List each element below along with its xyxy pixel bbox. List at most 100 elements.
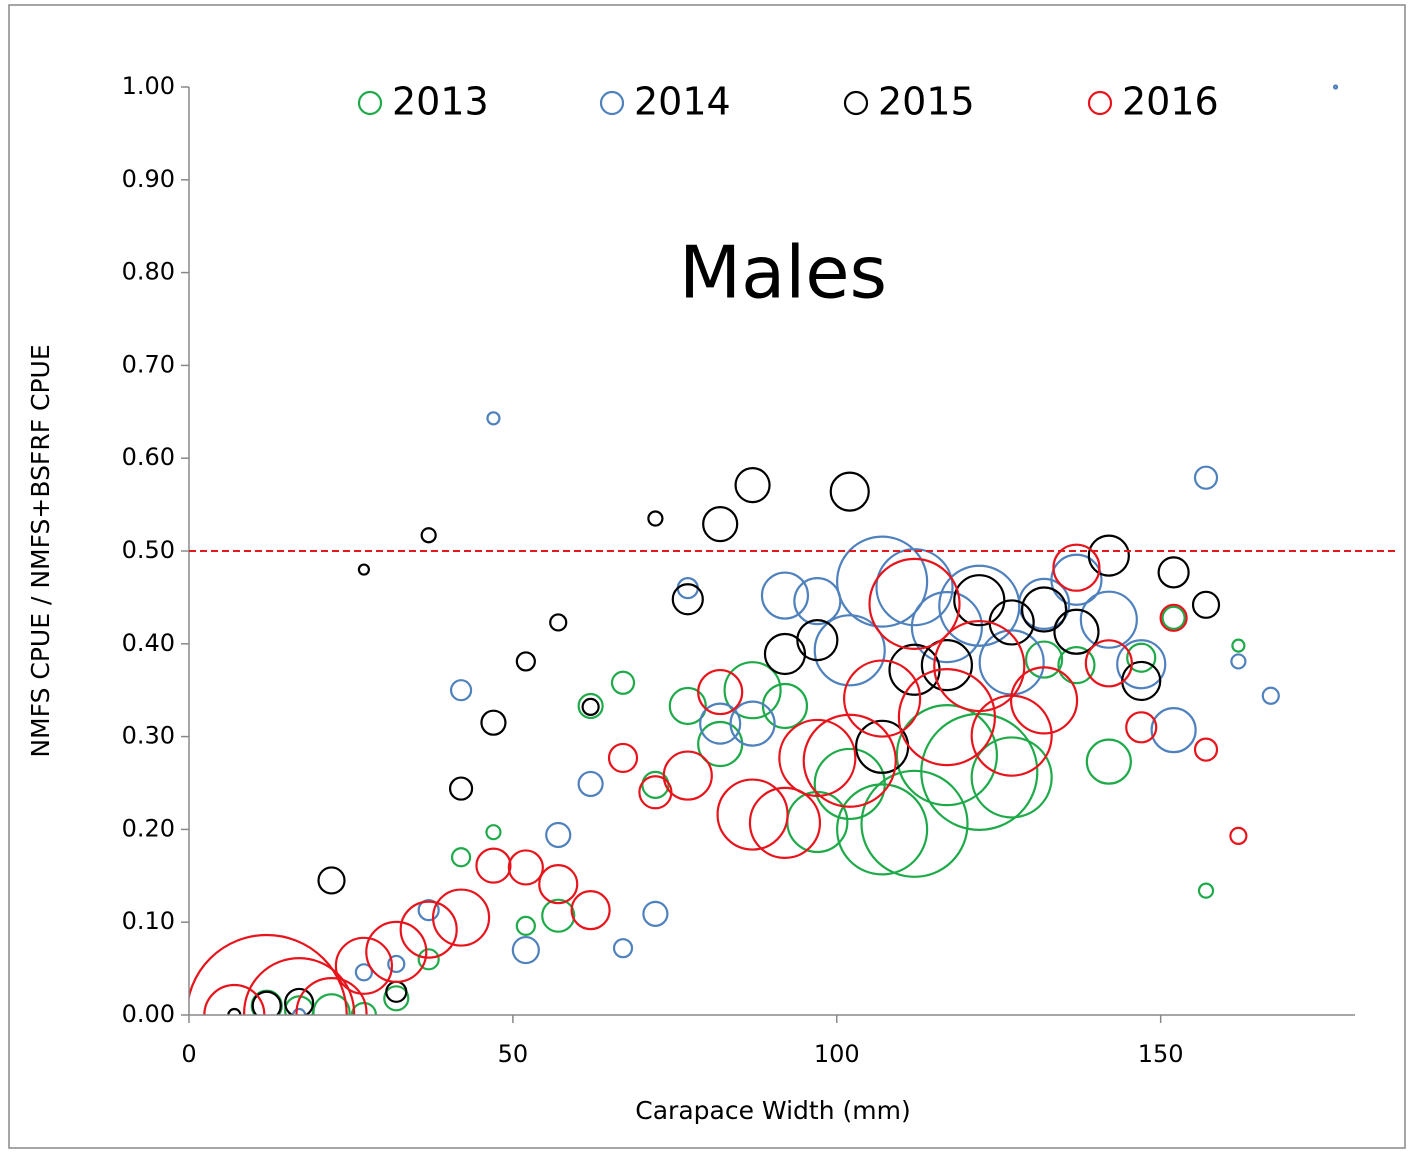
bubble (1024, 640, 1064, 679)
bubble (734, 467, 771, 504)
legend-label: 2013 (392, 80, 489, 124)
bubble (970, 736, 1053, 819)
bubble (875, 548, 954, 627)
bubble (668, 686, 707, 726)
y-tick-label: 0.20 (122, 814, 175, 842)
bubble (1230, 653, 1247, 670)
y-tick-label: 0.10 (122, 907, 175, 935)
y-tick-label: 0.00 (122, 1000, 175, 1028)
bubble (507, 849, 544, 886)
bubble (475, 847, 512, 884)
bubble (486, 411, 501, 426)
bubble (699, 702, 742, 745)
bubble (1157, 556, 1190, 589)
bubble (612, 938, 634, 959)
bubble (545, 821, 572, 849)
bubble (642, 900, 669, 927)
bubble (671, 583, 704, 616)
plot-area (189, 84, 1339, 1015)
bubble (1084, 639, 1133, 688)
bubble (897, 668, 997, 767)
bubble (511, 935, 540, 965)
bubble (1087, 534, 1130, 577)
x-axis-label: Carapace Width (mm) (635, 1096, 910, 1125)
bubble (1193, 737, 1219, 762)
bubble (387, 954, 406, 974)
bubble (796, 618, 839, 662)
bubble (251, 990, 282, 1015)
bubble (449, 679, 473, 702)
bubble (1053, 608, 1100, 655)
bubble (284, 987, 315, 1015)
bubble (647, 510, 664, 527)
bubble (1020, 586, 1068, 633)
y-tick-label: 0.80 (122, 258, 175, 286)
legend-label: 2016 (1122, 80, 1219, 124)
bubble (843, 659, 922, 738)
bubble (920, 639, 974, 692)
bubble (716, 778, 789, 851)
bubble (1261, 686, 1280, 705)
bubble (829, 471, 870, 512)
bubble (723, 661, 782, 720)
bubble (761, 682, 809, 730)
bubble (763, 632, 807, 676)
bubble (662, 750, 713, 801)
bubble (1197, 882, 1215, 899)
bubble (549, 613, 568, 632)
bubble (515, 651, 536, 672)
y-tick-label: 0.50 (122, 536, 175, 564)
bubble (399, 900, 458, 959)
bubble (354, 963, 373, 982)
bubble (802, 713, 897, 808)
bubble (1125, 711, 1158, 744)
bubble (431, 888, 491, 947)
legend-marker (843, 90, 869, 116)
x-tick-label: 100 (814, 1040, 860, 1068)
bubble (953, 574, 1006, 627)
bubble (417, 899, 440, 922)
chart-title: Males (679, 231, 887, 315)
x-tick-label: 150 (1138, 1040, 1184, 1068)
bubble (1009, 666, 1079, 735)
bubble (813, 614, 886, 687)
bubble (541, 898, 576, 933)
bubble (1052, 543, 1101, 592)
y-axis-label: NMFS CPUE / NMFS+BSFRF CPUE (26, 344, 55, 757)
bubble (189, 933, 348, 1015)
bubble (1229, 826, 1248, 845)
bubble (227, 1007, 242, 1015)
bubble (1050, 553, 1103, 606)
bubble (868, 557, 961, 650)
x-tick-label: 0 (181, 1040, 196, 1068)
legend-label: 2015 (878, 80, 975, 124)
bubble (607, 742, 639, 774)
y-tick-label: 0.30 (122, 722, 175, 750)
y-tick-label: 0.90 (122, 165, 175, 193)
legend-marker (1087, 90, 1113, 116)
bubble (910, 590, 984, 664)
bubble (1150, 707, 1197, 754)
bubble (417, 948, 440, 971)
bubble (365, 920, 428, 983)
bubble (485, 824, 502, 841)
legend-marker (357, 90, 383, 116)
legend-marker (599, 90, 625, 116)
bubble (1161, 605, 1186, 630)
bubble (1116, 639, 1167, 690)
bubble (1126, 642, 1157, 673)
bubble (577, 770, 604, 798)
bubble (1231, 638, 1246, 653)
bubble (538, 864, 579, 905)
bubble (383, 985, 410, 1012)
bubble (836, 783, 929, 876)
bubble (895, 704, 999, 807)
bubble (748, 786, 822, 860)
bubble (515, 915, 536, 937)
y-tick-label: 0.40 (122, 629, 175, 657)
bubble (357, 563, 370, 576)
bubble (778, 718, 857, 798)
bubble (480, 709, 507, 736)
bubble (577, 692, 604, 720)
